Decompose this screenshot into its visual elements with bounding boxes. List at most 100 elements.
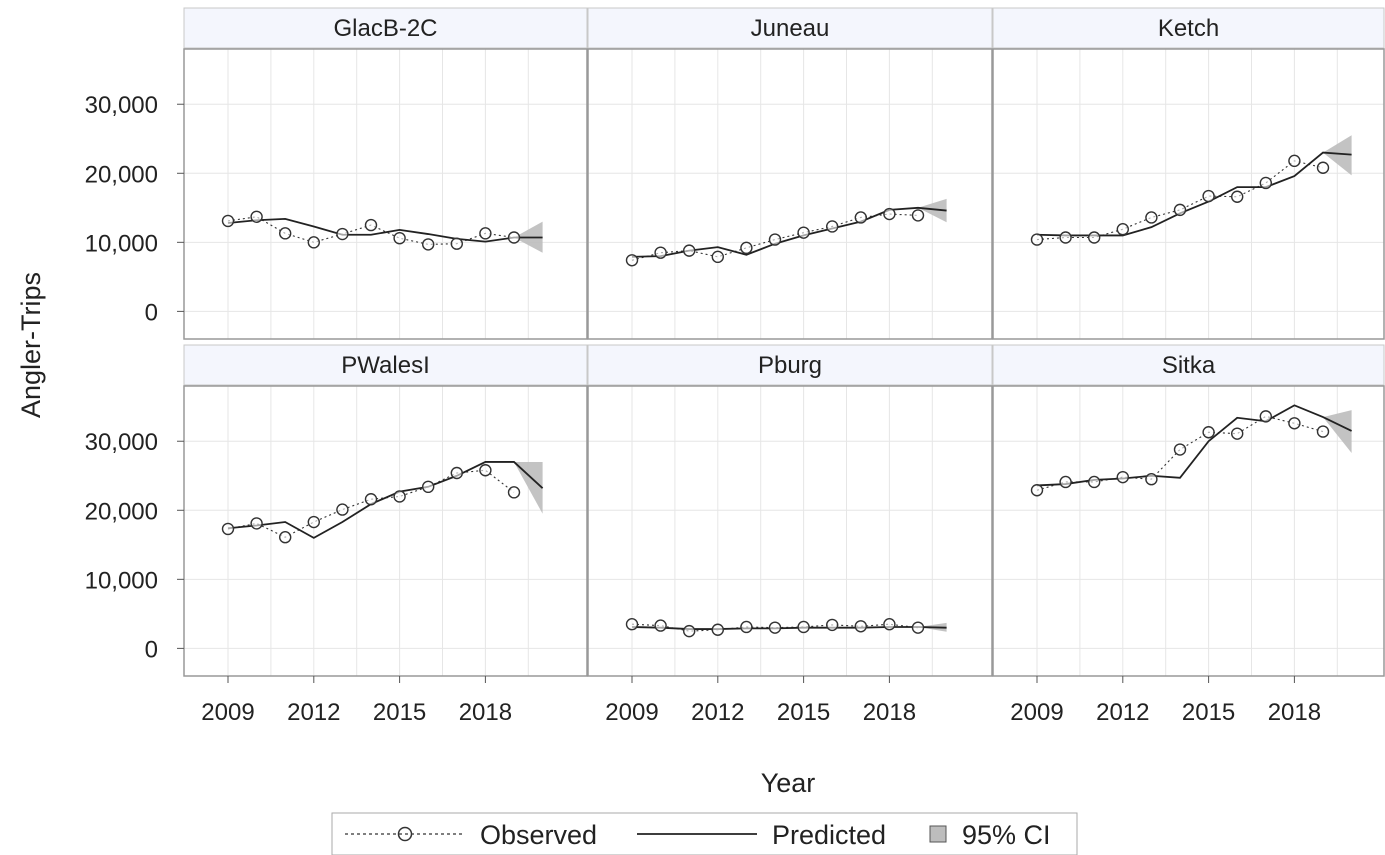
panel-juneau: Juneau xyxy=(587,7,993,340)
panel-frame xyxy=(183,385,588,677)
observed-point xyxy=(1259,410,1273,423)
predicted-line xyxy=(227,217,543,243)
x-tick-label: 2012 xyxy=(287,699,340,726)
y-tick-label: 0 xyxy=(145,299,158,326)
legend-observed-marker xyxy=(397,826,413,842)
observed-point xyxy=(221,522,235,536)
observed-point xyxy=(422,480,435,494)
observed-point xyxy=(625,254,639,267)
panel-ketch: Ketch xyxy=(992,7,1385,340)
observed-point xyxy=(654,246,667,259)
y-tick-label: 20,000 xyxy=(85,498,158,525)
observed-point xyxy=(336,503,349,516)
panel-title: GlacB-2C xyxy=(333,15,437,42)
observed-point xyxy=(768,233,782,246)
y-tick-label: 30,000 xyxy=(85,92,158,119)
panel-glacb-2c: GlacB-2C 0 10,000 20,000 30,000 xyxy=(85,7,588,340)
observed-point xyxy=(250,517,263,530)
panel-frame xyxy=(587,48,993,340)
observed-point xyxy=(797,620,810,634)
observed-point xyxy=(1116,223,1130,236)
observed-point xyxy=(364,218,378,232)
y-tick-label: 10,000 xyxy=(85,567,158,594)
observed-point xyxy=(1202,189,1215,203)
panel-pwalesi: PWalesI 0 10,000 20,000 30,000 2009 2012 2015 20… xyxy=(85,344,588,726)
x-tick-label: 2009 xyxy=(201,699,254,726)
observed-point xyxy=(393,231,406,245)
observed-point xyxy=(450,466,463,480)
observed-point xyxy=(1087,231,1101,244)
y-tick-label: 0 xyxy=(145,636,158,663)
observed-point xyxy=(1145,211,1158,224)
panel-pburg: Pburg 2009 2012 2015 2018 xyxy=(587,344,993,726)
x-tick-label: 2012 xyxy=(1096,699,1149,726)
observed-point xyxy=(711,623,724,636)
panel-frame xyxy=(183,48,588,340)
observed-point xyxy=(1230,190,1244,203)
observed-point xyxy=(364,493,378,506)
observed-point xyxy=(393,490,406,503)
legend: Observed Predicted 95% CI xyxy=(331,812,1078,855)
panel-title: Pburg xyxy=(758,352,822,379)
observed-point xyxy=(1087,475,1101,489)
panel-header xyxy=(992,344,1385,386)
panel-header xyxy=(183,7,588,49)
observed-point xyxy=(507,486,521,499)
observed-point xyxy=(1059,475,1072,489)
ci-band xyxy=(514,461,543,514)
observed-point xyxy=(1059,231,1072,244)
panel-frame xyxy=(587,385,993,677)
observed-point xyxy=(826,220,839,233)
x-tick-label: 2009 xyxy=(1010,699,1063,726)
observed-point xyxy=(307,236,320,249)
panel-header xyxy=(587,7,993,49)
observed-point xyxy=(479,227,492,240)
legend-predicted-label: Predicted xyxy=(772,820,886,850)
observed-point xyxy=(1202,426,1215,439)
ci-band xyxy=(1323,135,1352,176)
y-tick-label: 10,000 xyxy=(85,230,158,257)
plot-area xyxy=(588,386,992,676)
predicted-line xyxy=(227,461,544,539)
x-tick-label: 2012 xyxy=(691,699,744,726)
observed-point xyxy=(854,620,867,633)
observed-point xyxy=(683,624,696,638)
observed-point xyxy=(1288,154,1301,168)
panel-title: PWalesI xyxy=(341,352,429,379)
panel-header xyxy=(992,7,1385,49)
ci-band xyxy=(918,198,947,223)
observed-point xyxy=(1173,203,1187,217)
panel-title: Sitka xyxy=(1162,352,1216,379)
y-tick-label: 30,000 xyxy=(85,429,158,456)
observed-point xyxy=(911,209,925,222)
observed-point xyxy=(826,618,839,632)
observed-point xyxy=(1316,425,1330,438)
observed-point xyxy=(307,515,320,529)
observed-point xyxy=(279,531,292,544)
observed-point xyxy=(768,621,782,634)
observed-point xyxy=(279,227,292,240)
panel-sitka: Sitka 2009 2012 2015 2018 xyxy=(992,344,1385,726)
panel-header xyxy=(183,344,588,386)
observed-line xyxy=(631,213,919,261)
observed-point xyxy=(654,619,667,632)
observed-point xyxy=(1030,484,1044,497)
x-tick-label: 2018 xyxy=(1268,699,1321,726)
observed-point xyxy=(911,621,925,634)
observed-point xyxy=(1259,176,1273,190)
observed-point xyxy=(683,244,696,257)
observed-point xyxy=(711,250,724,264)
x-tick-label: 2015 xyxy=(777,699,830,726)
observed-point xyxy=(1316,161,1330,174)
observed-point xyxy=(797,226,810,239)
y-axis-label: Angler-Trips xyxy=(16,272,46,418)
observed-point xyxy=(507,231,521,244)
y-tick-label: 20,000 xyxy=(85,161,158,188)
observed-point xyxy=(1230,427,1244,440)
panel-title: Ketch xyxy=(1158,15,1219,42)
observed-point xyxy=(1116,470,1130,484)
x-tick-label: 2018 xyxy=(459,699,512,726)
observed-point xyxy=(1288,417,1301,430)
observed-point xyxy=(250,210,263,223)
